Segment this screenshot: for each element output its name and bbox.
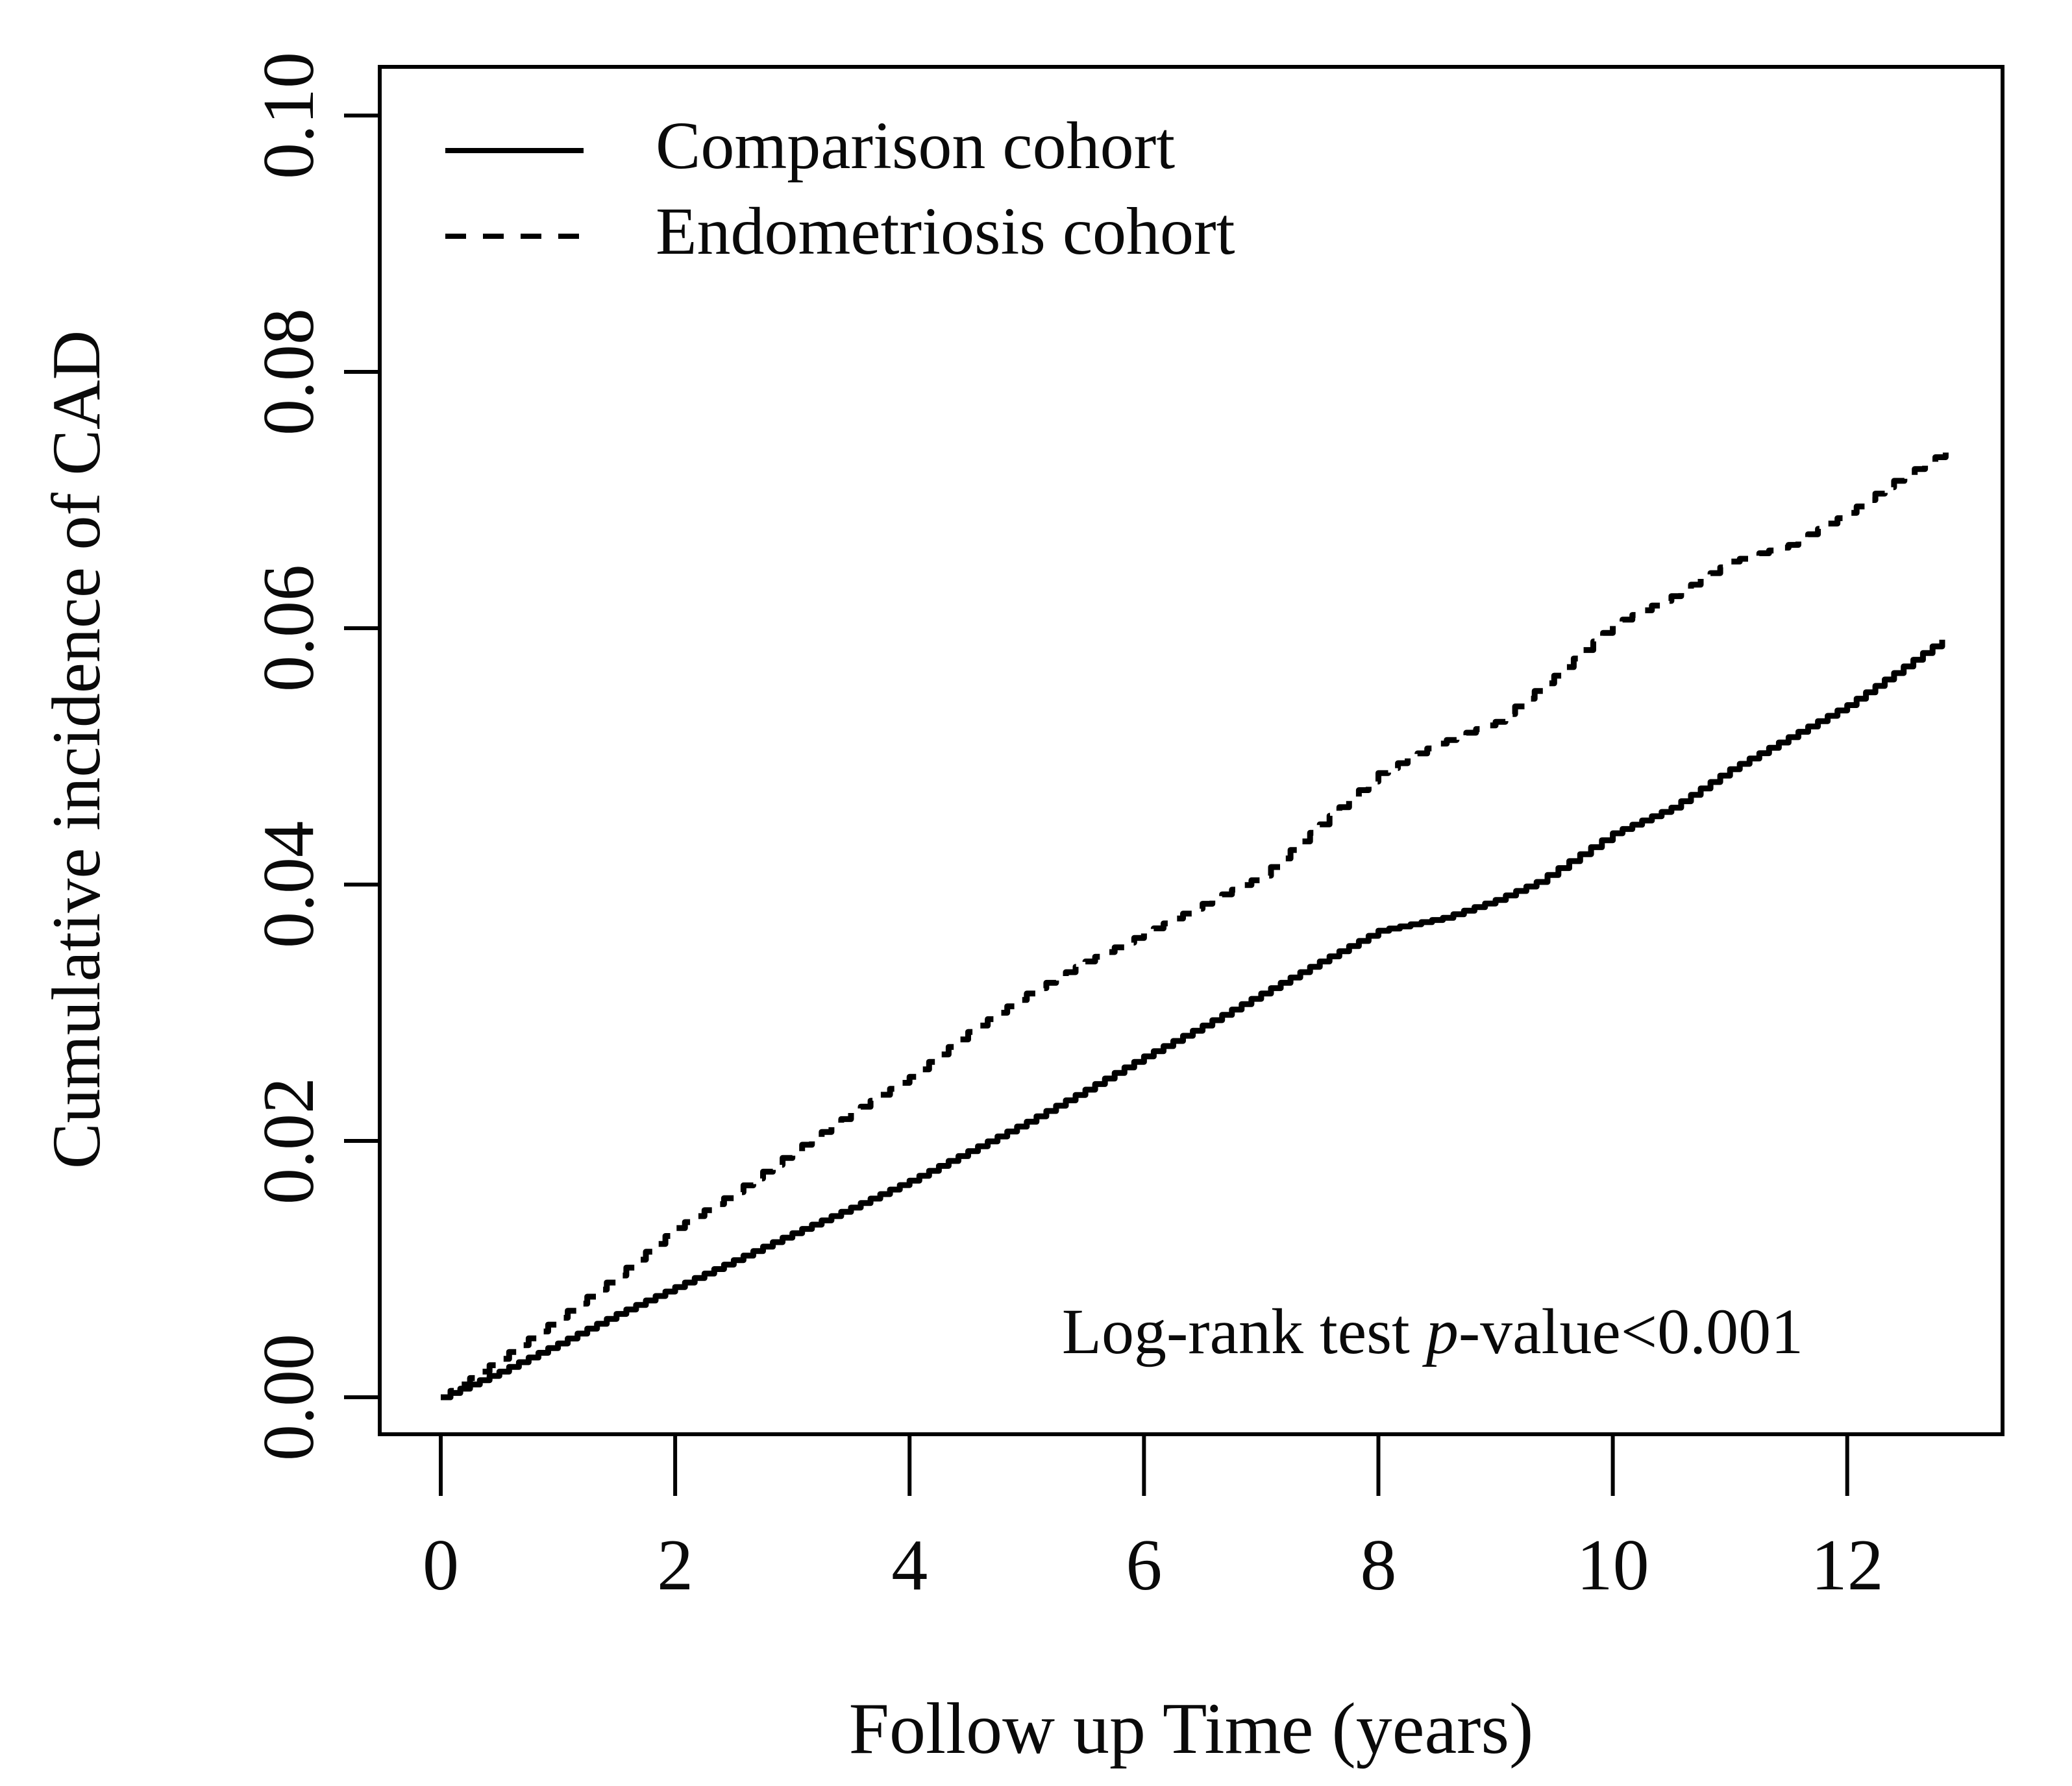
y-tick-label: 0.04 (249, 821, 329, 948)
y-tick-label: 0.02 (249, 1077, 329, 1205)
logrank-annotation: Log-rank test p-value<0.001 (1062, 1299, 1803, 1364)
y-tick-label: 0.00 (249, 1334, 329, 1461)
x-axis-title: Follow up Time (years) (848, 1689, 1534, 1769)
legend-label-comparison: Comparison cohort (656, 108, 1176, 183)
x-tick-label: 0 (423, 1525, 459, 1606)
x-tick-label: 2 (657, 1525, 694, 1606)
comparison-curve (441, 639, 1945, 1401)
annotation-p: p (1425, 1295, 1459, 1367)
legend-label-endometriosis: Endometriosis cohort (656, 194, 1235, 269)
y-tick-label: 0.06 (249, 565, 329, 692)
plot-border (378, 65, 2004, 1436)
x-tick-label: 4 (891, 1525, 928, 1606)
endometriosis-curve (441, 451, 1949, 1401)
x-tick-label: 12 (1810, 1525, 1884, 1606)
y-axis-title: Cumulative incidence of CAD (38, 330, 114, 1169)
y-tick-label: 0.10 (249, 52, 329, 179)
x-tick-label: 6 (1126, 1525, 1163, 1606)
annotation-suffix: -value<0.001 (1458, 1295, 1804, 1367)
x-tick-label: 10 (1576, 1525, 1649, 1606)
x-tick-label: 8 (1360, 1525, 1397, 1606)
y-tick-label: 0.08 (249, 308, 329, 435)
annotation-prefix: Log-rank test (1061, 1295, 1426, 1367)
